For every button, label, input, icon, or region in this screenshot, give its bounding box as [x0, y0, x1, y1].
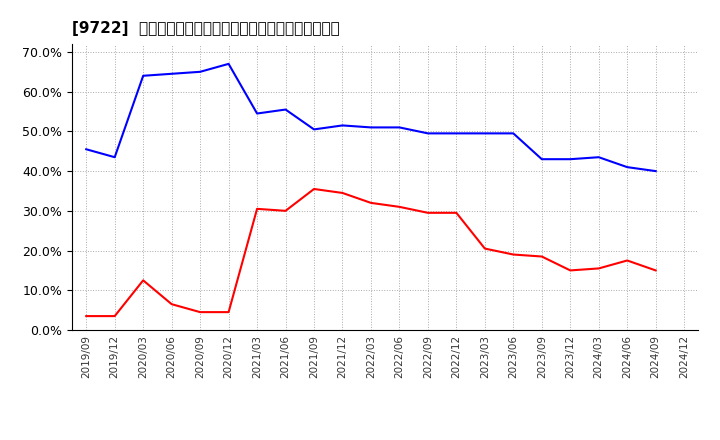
- 現領金: [225, 309, 233, 315]
- 現領金: [110, 313, 119, 319]
- 現領金: [282, 208, 290, 213]
- 有利子負債: [423, 131, 432, 136]
- 現領金: [566, 268, 575, 273]
- Line: 有利子負債: 有利子負債: [86, 64, 656, 171]
- Text: [9722]  現領金、有利子負債の総資産に対する比率の推移: [9722] 現領金、有利子負債の総資産に対する比率の推移: [72, 21, 340, 36]
- 有利子負債: [509, 131, 518, 136]
- 現領金: [480, 246, 489, 251]
- 現領金: [652, 268, 660, 273]
- 現領金: [139, 278, 148, 283]
- 有利子負債: [566, 157, 575, 162]
- 有利子負債: [282, 107, 290, 112]
- 有利子負債: [338, 123, 347, 128]
- 現領金: [452, 210, 461, 216]
- 有利子負債: [139, 73, 148, 78]
- 有利子負債: [537, 157, 546, 162]
- 有利子負債: [310, 127, 318, 132]
- 現領金: [167, 301, 176, 307]
- 有利子負債: [110, 154, 119, 160]
- Line: 現領金: 現領金: [86, 189, 656, 316]
- 有利子負債: [82, 147, 91, 152]
- 現領金: [423, 210, 432, 216]
- 有利子負債: [595, 154, 603, 160]
- 現領金: [623, 258, 631, 263]
- 現領金: [395, 204, 404, 209]
- 現領金: [595, 266, 603, 271]
- 有利子負債: [196, 69, 204, 74]
- 有利子負債: [623, 165, 631, 170]
- 現領金: [338, 191, 347, 196]
- 現領金: [537, 254, 546, 259]
- 有利子負債: [225, 61, 233, 66]
- 現領金: [509, 252, 518, 257]
- 現領金: [196, 309, 204, 315]
- 有利子負債: [652, 169, 660, 174]
- 有利子負債: [366, 125, 375, 130]
- 有利子負債: [452, 131, 461, 136]
- 現領金: [253, 206, 261, 212]
- 有利子負債: [480, 131, 489, 136]
- 有利子負債: [167, 71, 176, 77]
- 有利子負債: [253, 111, 261, 116]
- 現領金: [366, 200, 375, 205]
- 現領金: [310, 187, 318, 192]
- 現領金: [82, 313, 91, 319]
- 有利子負債: [395, 125, 404, 130]
